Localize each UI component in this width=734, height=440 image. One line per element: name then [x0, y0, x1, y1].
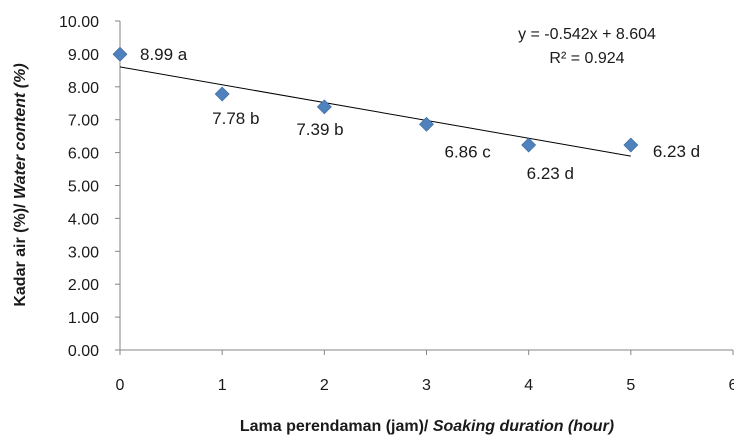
- trend-equation: y = -0.542x + 8.604: [518, 26, 656, 43]
- data-label: 6.23 d: [653, 142, 700, 161]
- y-axis-title-plain: Kadar air (%)/: [12, 199, 29, 307]
- x-axis-title: Lama perendaman (jam)/ Soaking duration …: [240, 418, 614, 435]
- data-label: 6.23 d: [527, 164, 574, 183]
- data-label: 8.99 a: [140, 45, 188, 64]
- x-tick-label: 5: [626, 377, 635, 394]
- x-tick-label: 3: [422, 377, 431, 394]
- data-label: 6.86 c: [445, 142, 492, 161]
- x-axis-title-plain: Lama perendaman (jam)/: [240, 418, 433, 435]
- y-tick-label: 5.00: [68, 179, 99, 196]
- x-tick-label: 1: [218, 377, 227, 394]
- y-tick-label: 10.00: [59, 14, 99, 31]
- y-tick-label: 9.00: [68, 47, 99, 64]
- trend-r-squared: R² = 0.924: [549, 50, 624, 67]
- y-axis: 0.00 1.00 2.00 3.00 4.00 5.00 6.00 7.00 8.00 9.00…: [59, 14, 121, 360]
- x-tick-label: 2: [320, 377, 329, 394]
- data-point: [419, 116, 434, 132]
- y-tick-label: 0.00: [68, 343, 99, 360]
- data-points: [112, 46, 639, 153]
- x-tick-label: 6: [729, 377, 734, 394]
- y-tick-label: 8.00: [68, 80, 99, 97]
- data-point: [214, 86, 230, 102]
- data-point: [623, 137, 639, 153]
- y-tick-label: 2.00: [68, 277, 99, 294]
- y-axis-title-italic: Water content (%): [12, 63, 29, 199]
- trendline: [119, 66, 631, 157]
- x-axis: 0 1 2 3 4 5 6: [116, 349, 734, 394]
- x-tick-label: 0: [116, 377, 125, 394]
- data-labels: 8.99 a 7.78 b 7.39 b 6.86 c 6.23 d 6.23 d: [140, 45, 700, 183]
- data-point: [112, 46, 128, 62]
- trendline-group: [119, 66, 631, 157]
- y-axis-title: Kadar air (%)/ Water content (%): [12, 63, 29, 306]
- data-point: [521, 137, 537, 153]
- data-point: [316, 99, 332, 115]
- data-label: 7.39 b: [296, 120, 343, 139]
- y-tick-label: 6.00: [68, 146, 99, 163]
- x-axis-title-italic: Soaking duration (hour): [433, 418, 614, 435]
- y-tick-label: 7.00: [68, 113, 99, 130]
- data-label: 7.78 b: [212, 109, 259, 128]
- y-tick-label: 4.00: [68, 211, 99, 228]
- y-tick-label: 1.00: [68, 310, 99, 327]
- x-tick-label: 4: [524, 377, 533, 394]
- y-tick-label: 3.00: [68, 244, 99, 261]
